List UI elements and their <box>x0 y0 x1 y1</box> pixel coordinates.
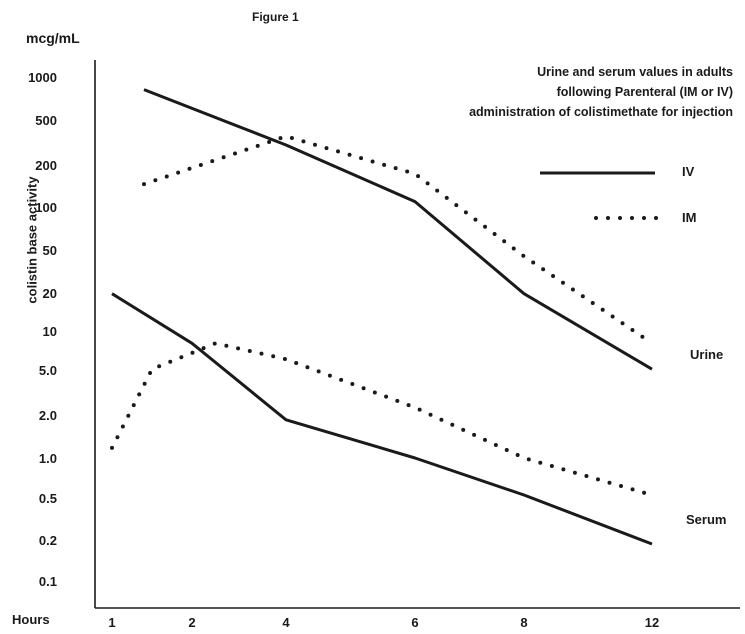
y-tick-label: 200 <box>35 158 57 173</box>
y-tick-label: 50 <box>43 243 57 258</box>
serum-group-label: Serum <box>686 512 727 527</box>
y-tick-label: 0.2 <box>39 533 57 548</box>
description-line-2: following Parenteral (IM or IV) <box>556 85 733 99</box>
y-tick-label: 20 <box>43 286 57 301</box>
legend-label-iv: IV <box>682 164 695 179</box>
y-unit-label: mcg/mL <box>26 30 80 46</box>
x-tick-label: 2 <box>188 615 195 630</box>
y-tick-label: 100 <box>35 200 57 215</box>
legend <box>540 171 667 220</box>
x-axis-label: Hours <box>12 612 50 627</box>
series-line-urine-iv <box>143 88 653 371</box>
y-tick-label: 2.0 <box>39 408 57 423</box>
x-tick-labels: 1 2 4 6 8 12 <box>108 615 659 630</box>
y-tick-label: 0.5 <box>39 491 57 506</box>
chart-description: Urine and serum values in adults followi… <box>469 62 733 122</box>
data-lines <box>110 88 654 546</box>
y-tick-label: 0.1 <box>39 574 57 589</box>
y-tick-label: 5.0 <box>39 363 57 378</box>
series-line-urine-im <box>142 134 654 346</box>
series-line-serum-im <box>110 341 654 497</box>
x-tick-label: 4 <box>282 615 290 630</box>
y-tick-label: 1000 <box>28 70 57 85</box>
figure-title: Figure 1 <box>252 10 299 24</box>
y-axis-label: colistin base activity <box>24 176 40 304</box>
y-tick-label: 500 <box>35 113 57 128</box>
series-line-serum-iv <box>111 292 653 546</box>
description-line-3: administration of colistimethate for inj… <box>469 105 733 119</box>
legend-label-im: IM <box>682 210 697 225</box>
x-tick-label: 1 <box>108 615 115 630</box>
urine-group-label: Urine <box>690 347 724 362</box>
y-tick-labels: 1000 500 200 100 50 20 10 5.0 2.0 1.0 0.5 0.2 0.1 <box>28 70 57 589</box>
x-tick-label: 12 <box>645 615 659 630</box>
description-line-1: Urine and serum values in adults <box>537 65 733 79</box>
x-tick-label: 6 <box>411 615 418 630</box>
axes <box>94 60 740 609</box>
x-tick-label: 8 <box>520 615 527 630</box>
y-tick-label: 10 <box>43 324 57 339</box>
y-tick-label: 1.0 <box>39 451 57 466</box>
